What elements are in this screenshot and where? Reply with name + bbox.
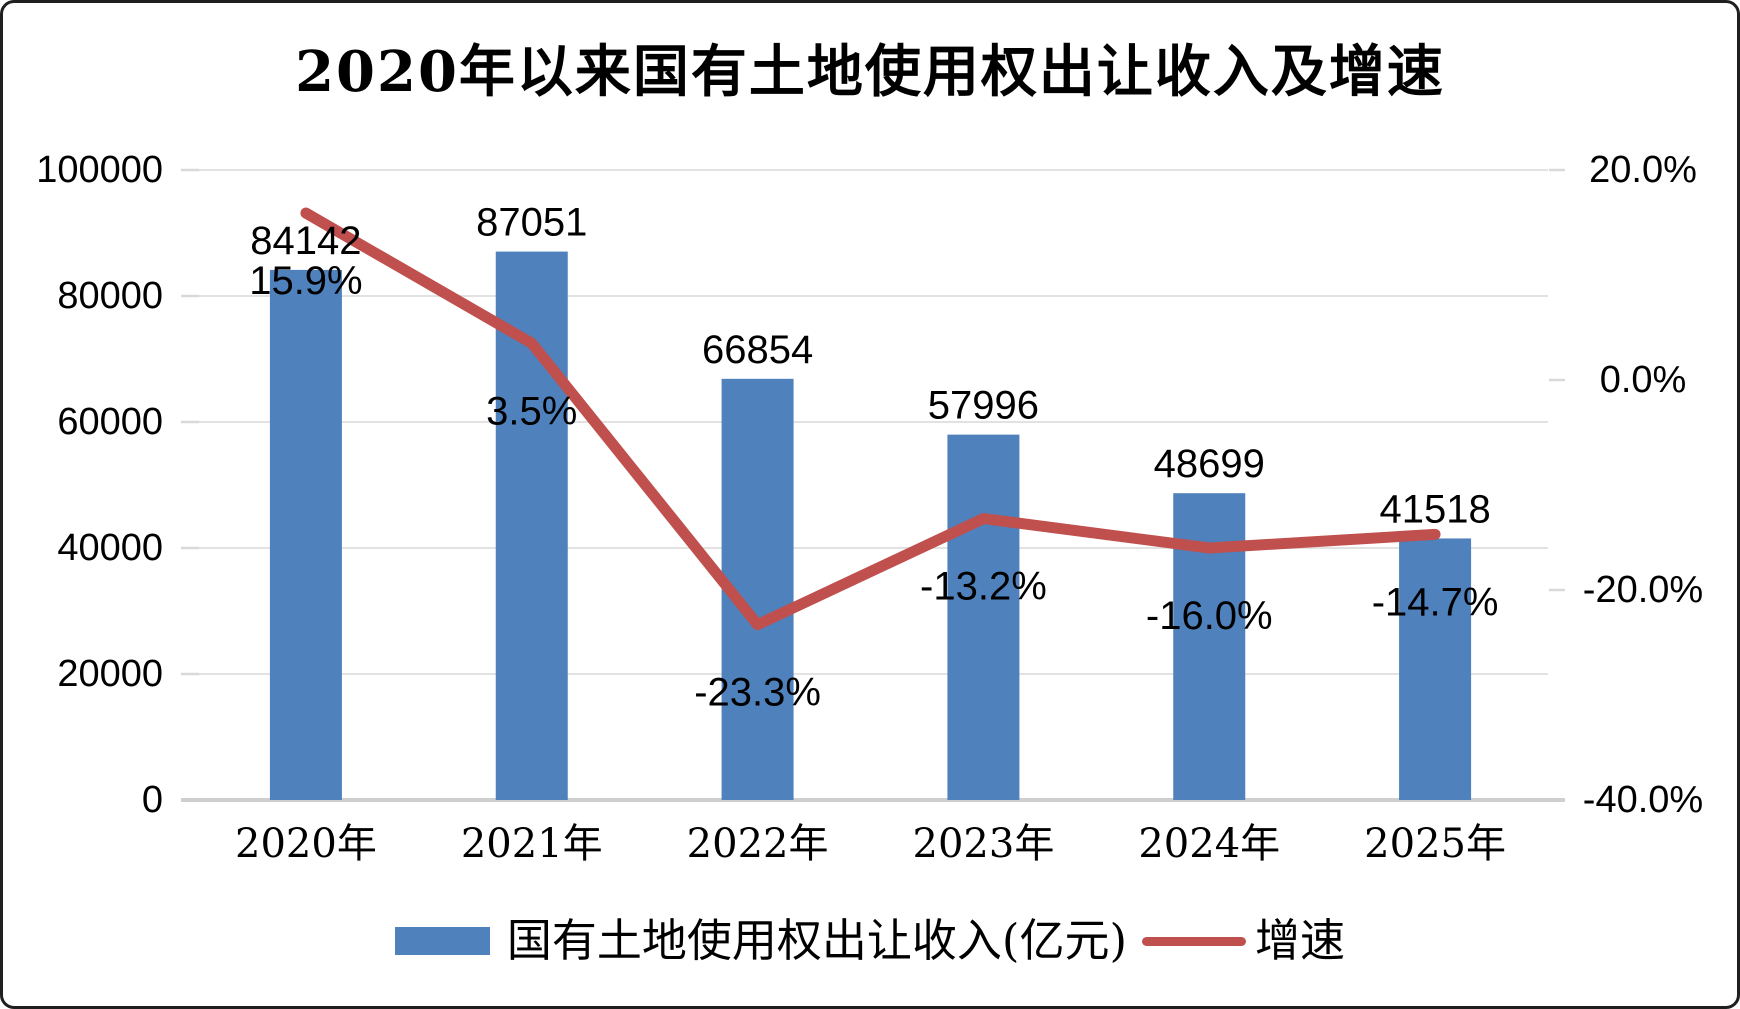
left-axis-tick-label: 40000 (57, 527, 163, 569)
legend-line-label: 增速 (1255, 914, 1346, 967)
legend-bar-swatch (394, 927, 490, 955)
category-label-2023年: 2023年 (913, 821, 1055, 867)
growth-value-label: 3.5% (486, 389, 577, 433)
bar-value-label: 87051 (476, 201, 587, 245)
growth-line (300, 207, 1441, 631)
chart-title: 2020年以来国有土地使用权出让收入及增速 (295, 39, 1445, 105)
right-axis-tick-label: 0.0% (1600, 359, 1687, 401)
bar-value-label: 66854 (702, 328, 813, 372)
left-axis-tick-label: 80000 (57, 275, 163, 317)
bar-value-label: 41518 (1379, 487, 1490, 531)
legend-line-swatch (1142, 936, 1247, 946)
bar-2025年 (1399, 538, 1472, 800)
right-axis-tick-label: -40.0% (1583, 779, 1703, 821)
category-label-2021年: 2021年 (461, 821, 603, 867)
bar-value-label: 84142 (250, 219, 361, 263)
left-axis-tick-label: 20000 (57, 653, 163, 695)
bar-2023年 (947, 434, 1020, 800)
category-label-2025年: 2025年 (1364, 821, 1506, 867)
left-axis-tick-label: 100000 (36, 149, 163, 191)
combo-chart-plot: 100000 80000 60000 40000 20000 0 20.0% 0.0% -20.… (36, 149, 1703, 867)
growth-value-label: -14.7% (1372, 580, 1499, 624)
category-label-2024年: 2024年 (1138, 821, 1280, 867)
category-label-2022年: 2022年 (687, 821, 829, 867)
growth-value-label: -16.0% (1146, 594, 1273, 638)
growth-value-label: 15.9% (249, 259, 362, 303)
left-axis-tick-label: 0 (142, 779, 163, 821)
growth-value-label: -13.2% (920, 565, 1047, 609)
legend-bar-label: 国有土地使用权出让收入(亿元) (506, 914, 1128, 967)
right-axis-tick-label: 20.0% (1589, 149, 1697, 191)
bar-2020年 (269, 269, 342, 800)
category-label-2020年: 2020年 (235, 821, 377, 867)
growth-value-label: -23.3% (694, 671, 821, 715)
legend: 国有土地使用权出让收入(亿元) 增速 (3, 914, 1737, 967)
bar-value-label: 57996 (928, 384, 1039, 428)
right-axis-tick-label: -20.0% (1583, 569, 1703, 611)
bar-value-label: 48699 (1154, 442, 1265, 486)
left-axis-tick-label: 60000 (57, 401, 163, 443)
